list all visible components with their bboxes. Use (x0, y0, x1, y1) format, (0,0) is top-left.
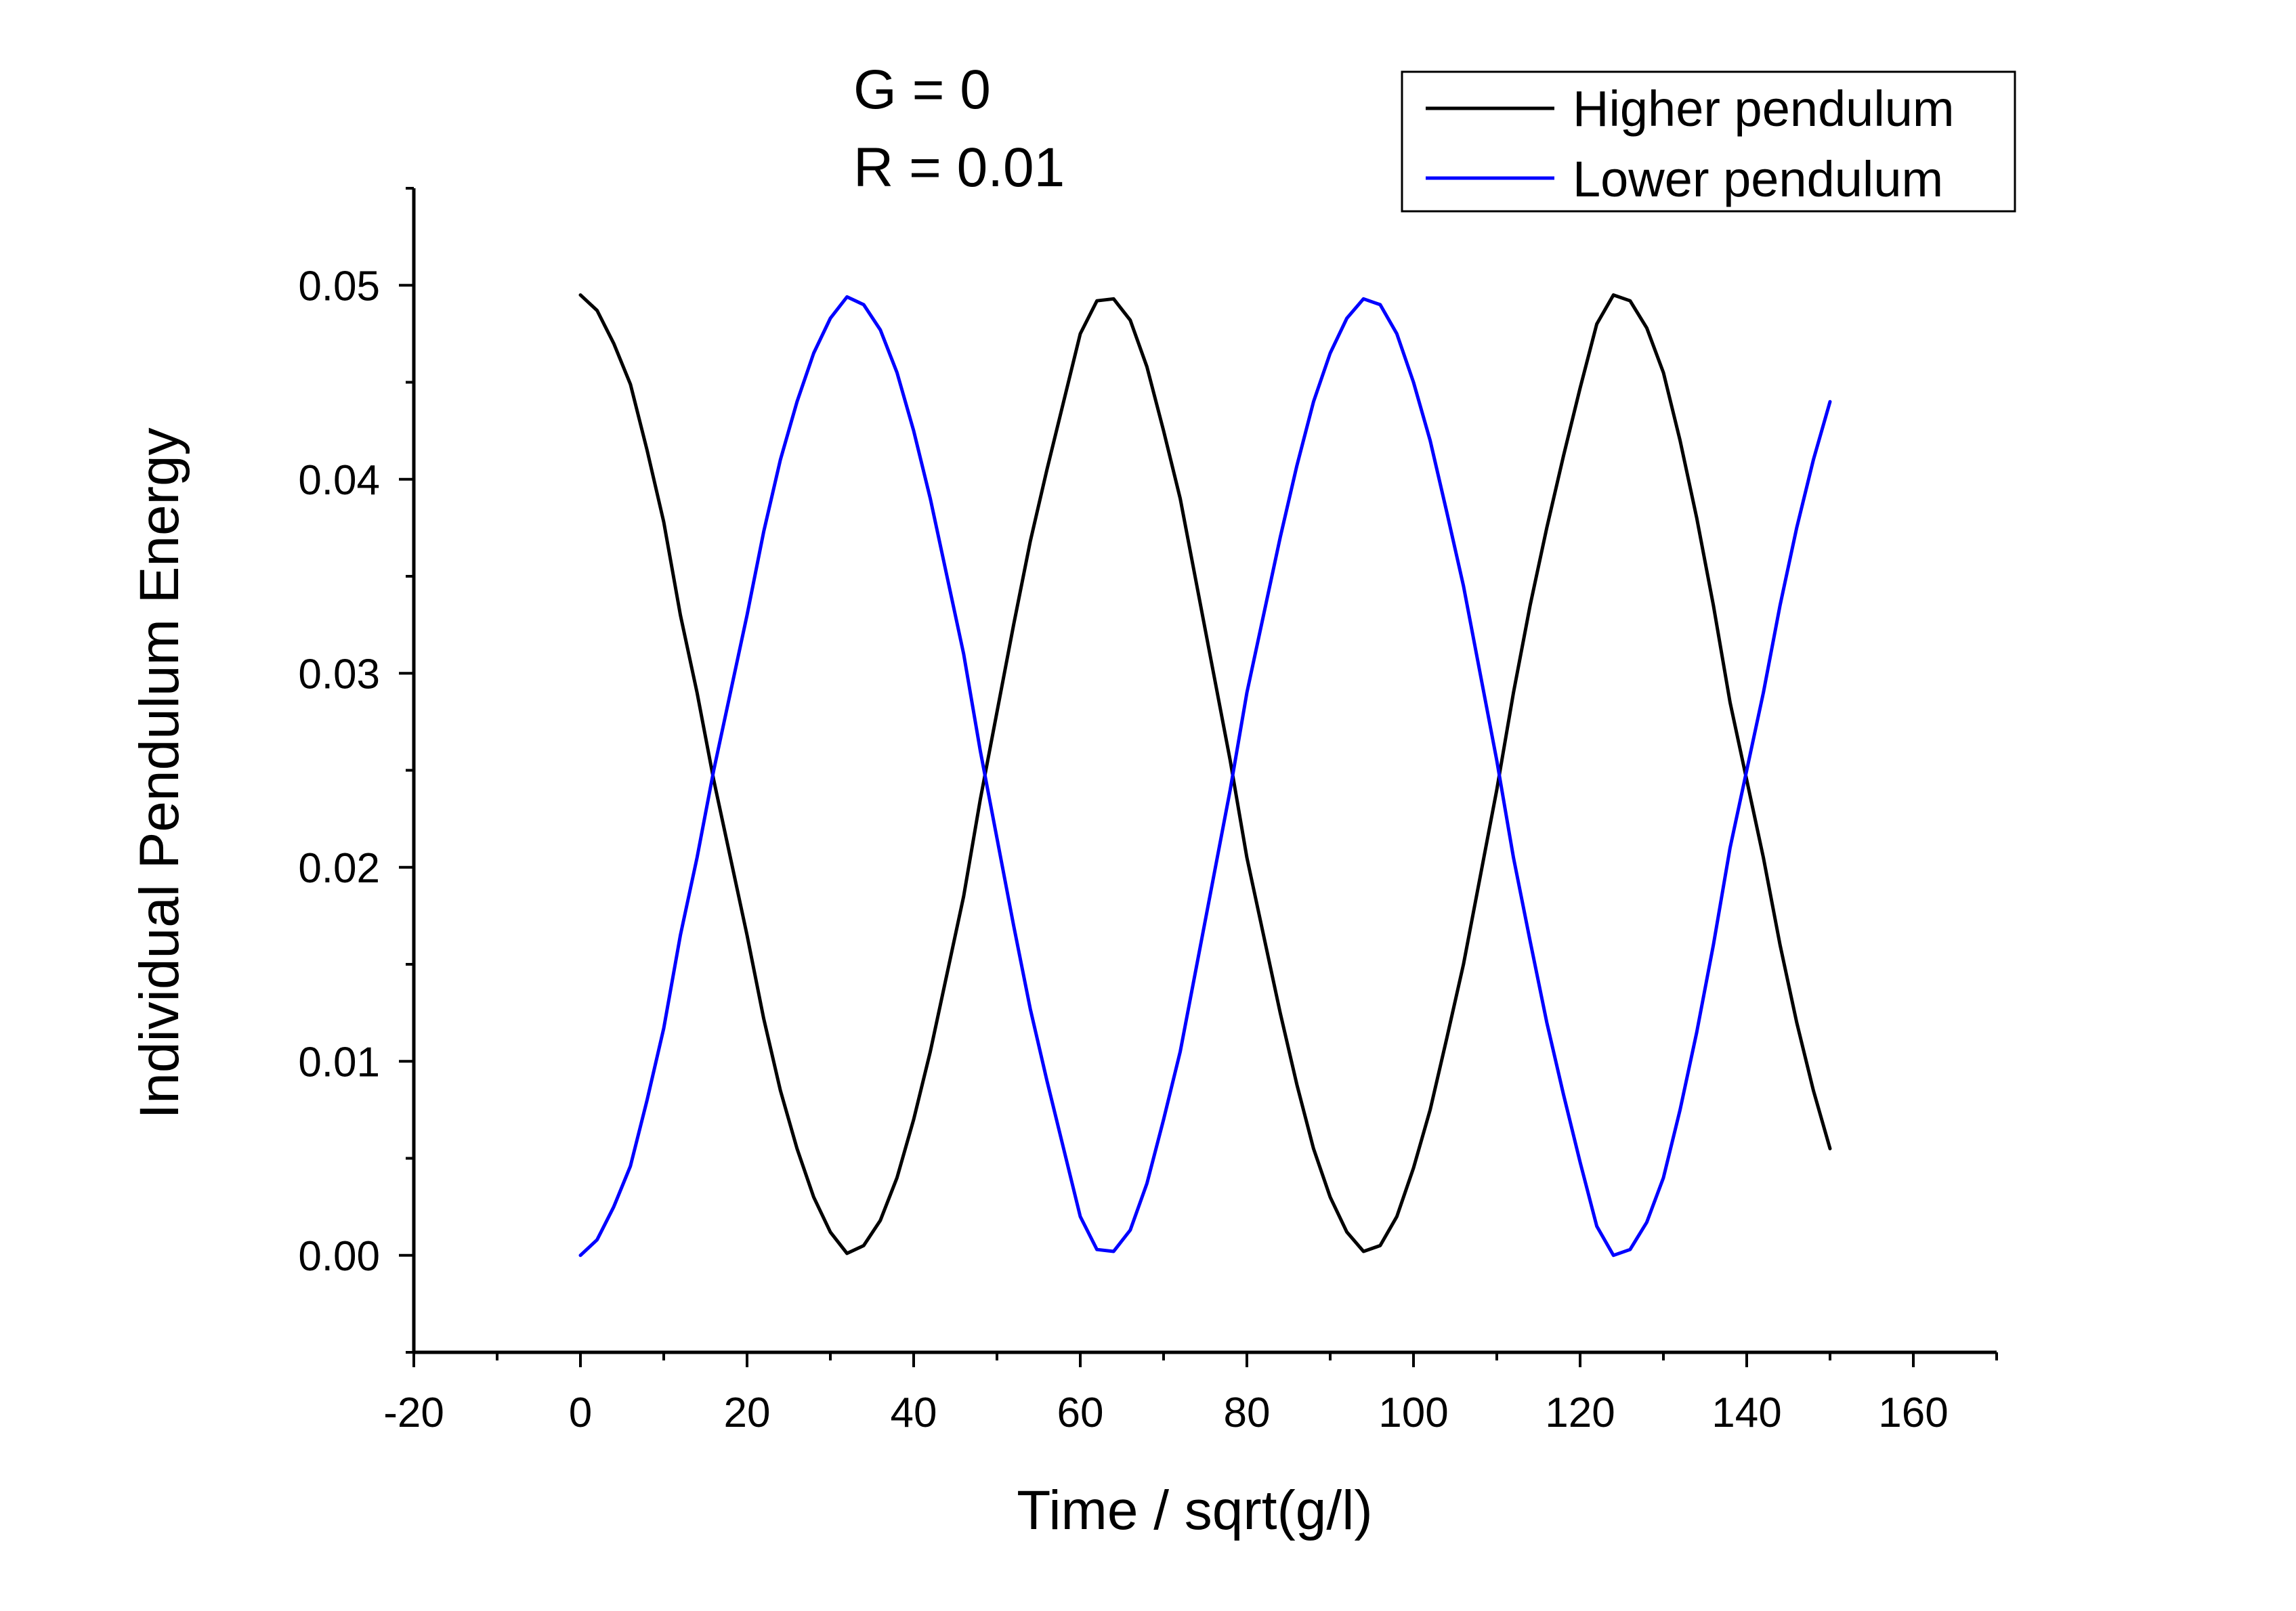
x-tick-label: 160 (1878, 1390, 1948, 1436)
legend-label-lower: Lower pendulum (1573, 151, 1943, 207)
y-tick-label: 0.01 (298, 1039, 380, 1086)
x-tick-label: 20 (724, 1390, 771, 1436)
annotation-r: R = 0.01 (853, 137, 1065, 198)
series-layer (578, 293, 1832, 1258)
legend-box (1401, 70, 2016, 213)
series-line-higher-pendulum (578, 293, 1832, 1255)
x-tick-label: 60 (1057, 1390, 1104, 1436)
legend: Higher pendulum Lower pendulum (1401, 70, 2016, 213)
y-tick-label: 0.04 (298, 457, 380, 504)
ticks (399, 187, 1998, 1367)
annotation-g: G = 0 (853, 59, 991, 121)
x-tick-label: 0 (569, 1390, 592, 1436)
x-tick-label: 40 (891, 1390, 937, 1436)
x-axis-title: Time / sqrt(g/l) (1017, 1480, 1372, 1541)
x-tick-label: 100 (1378, 1390, 1448, 1436)
y-tick-label: 0.05 (298, 263, 380, 309)
legend-label-higher: Higher pendulum (1573, 81, 1955, 137)
x-tick-label: 80 (1224, 1390, 1271, 1436)
x-tick-label: -20 (383, 1390, 444, 1436)
y-tick-label: 0.03 (298, 651, 380, 697)
y-tick-label: 0.00 (298, 1233, 380, 1280)
y-axis-title: Individual Pendulum Energy (129, 427, 190, 1119)
y-tick-label: 0.02 (298, 845, 380, 892)
x-tick-label: 140 (1712, 1390, 1781, 1436)
series-line-lower-pendulum (578, 295, 1832, 1258)
tick-labels: -20 0 20 40 60 80 100 120 140 160 0.00 0.01 0.02 0.03… (298, 263, 1948, 1436)
x-tick-label: 120 (1545, 1390, 1615, 1436)
